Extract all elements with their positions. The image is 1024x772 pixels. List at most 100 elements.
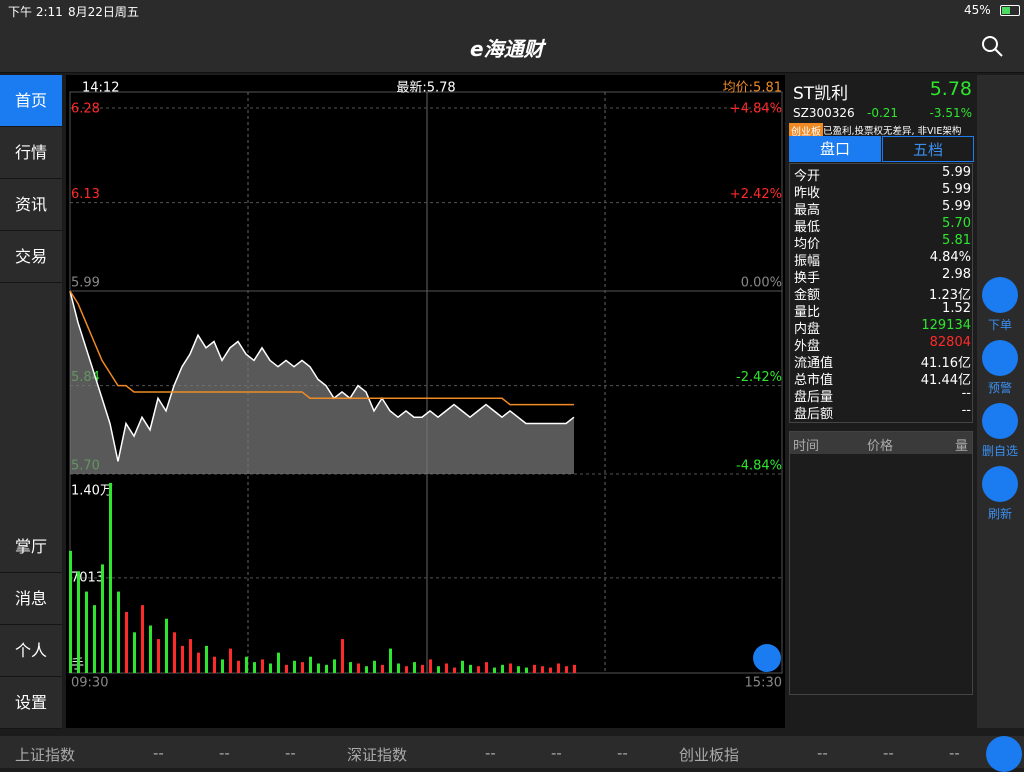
row-value: 5.81	[942, 233, 971, 248]
volume-bar	[397, 663, 400, 673]
row-label: 换手	[794, 271, 821, 286]
pct-tick: 0.00%	[741, 276, 782, 291]
row-value: 41.44亿	[920, 373, 971, 388]
volume-bar	[285, 664, 288, 673]
volume-bar	[213, 656, 216, 673]
volume-bar	[485, 662, 488, 673]
action-icon[interactable]	[982, 403, 1018, 439]
volume-bar	[381, 664, 384, 673]
logo: e海通财	[470, 37, 544, 61]
volume-bar	[565, 666, 568, 673]
nav-item[interactable]: 掌厅	[0, 521, 62, 573]
row-label: 盘后量	[794, 390, 834, 405]
row-label: 内盘	[794, 322, 821, 337]
tab[interactable]: 五档	[882, 136, 974, 162]
row-label: 最低	[794, 220, 821, 235]
time: 下午 2:11	[8, 5, 63, 19]
index-value: --	[485, 744, 496, 762]
row-label: 最高	[794, 203, 821, 218]
stock-pct: -3.51%	[929, 106, 972, 120]
volume-bar	[373, 660, 376, 673]
search-button[interactable]	[980, 34, 1004, 58]
row-label: 量比	[794, 305, 821, 320]
volume-bar	[413, 662, 416, 673]
stock-change: -0.21	[867, 106, 899, 120]
volume-bar	[237, 660, 240, 673]
volume-bar	[477, 666, 480, 673]
action-icon[interactable]	[982, 466, 1018, 502]
volume-bar	[509, 663, 512, 673]
nav-item[interactable]: 交易	[0, 231, 62, 283]
x-label: 15:30	[745, 676, 782, 691]
volume-bar	[69, 550, 72, 673]
volume-bar	[157, 639, 160, 673]
row-label: 金额	[794, 288, 821, 303]
latest: 最新:5.78	[396, 80, 455, 96]
index-bar: 上证指数 -- -- -- 深证指数 -- -- -- 创业板指 -- -- --	[0, 736, 1024, 772]
row-value: 5.70	[942, 216, 971, 231]
volume-bar	[149, 625, 152, 673]
action-button[interactable]: 删自选	[979, 403, 1021, 459]
volume-bar	[325, 664, 328, 673]
clock-time: 14:12	[82, 81, 119, 96]
volume-bar	[141, 605, 144, 673]
index-name: 上证指数	[15, 746, 76, 764]
action-button[interactable]: 预警	[979, 340, 1021, 396]
volume-bar	[421, 664, 424, 673]
tab[interactable]: 盘口	[789, 136, 881, 162]
zoom-button[interactable]	[753, 644, 781, 672]
header: e海通财	[0, 20, 1024, 73]
action-button[interactable]: 下单	[979, 277, 1021, 333]
trades-frame	[789, 431, 973, 695]
volume-bar	[357, 663, 360, 673]
row-label: 昨收	[794, 186, 821, 201]
row-value: 1.23亿	[929, 288, 971, 303]
action-icon[interactable]	[982, 277, 1018, 313]
nav-item[interactable]: 消息	[0, 573, 62, 625]
next-button[interactable]	[986, 736, 1022, 772]
volume-bar	[517, 666, 520, 673]
series-line	[69, 290, 575, 462]
volume-bar	[109, 483, 112, 673]
row-value: 4.84%	[929, 250, 971, 265]
row-label: 今开	[794, 169, 821, 184]
row-label: 流通值	[794, 356, 834, 371]
action-label: 删自选	[981, 444, 1018, 458]
chart: 14:12最新:5.78均价:5.815.70-4.84%5.84-2.42%5…	[66, 75, 785, 728]
volume-bar	[93, 605, 96, 673]
action-icon[interactable]	[982, 340, 1018, 376]
volume-bar	[549, 667, 552, 673]
row-label: 振幅	[794, 254, 821, 269]
volume-bar	[133, 632, 136, 673]
pct-tick: -4.84%	[736, 459, 782, 474]
index-value: --	[883, 744, 894, 762]
volume-bar	[501, 664, 504, 673]
index-value: --	[617, 744, 628, 762]
index-value: --	[219, 744, 230, 762]
row-label: 均价	[794, 237, 821, 252]
nav-item[interactable]: 设置	[0, 677, 62, 729]
nav-item[interactable]: 资讯	[0, 179, 62, 231]
date: 8月22日周五	[68, 5, 139, 19]
volume-bar	[333, 659, 336, 673]
volume-bar	[77, 571, 80, 673]
battery: 45%	[964, 3, 991, 17]
nav-item[interactable]: 首页	[0, 75, 62, 127]
volume-bar	[541, 666, 544, 673]
volume-bar	[165, 618, 168, 673]
index-value: --	[285, 744, 296, 762]
battery-icon	[1000, 5, 1020, 16]
volume-bar	[293, 660, 296, 673]
volume-bar	[525, 667, 528, 673]
row-value: 5.99	[942, 182, 971, 197]
x-label: 09:30	[71, 676, 108, 691]
nav-item[interactable]: 行情	[0, 127, 62, 179]
nav-item[interactable]: 个人	[0, 625, 62, 677]
volume-bar	[277, 652, 280, 673]
volume-bar	[301, 662, 304, 673]
row-value: 5.99	[942, 165, 971, 180]
action-bar: 下单 预警 删自选 刷新	[977, 75, 1024, 728]
row-label: 总市值	[794, 373, 834, 388]
action-label: 刷新	[987, 507, 1012, 521]
action-button[interactable]: 刷新	[979, 466, 1021, 522]
